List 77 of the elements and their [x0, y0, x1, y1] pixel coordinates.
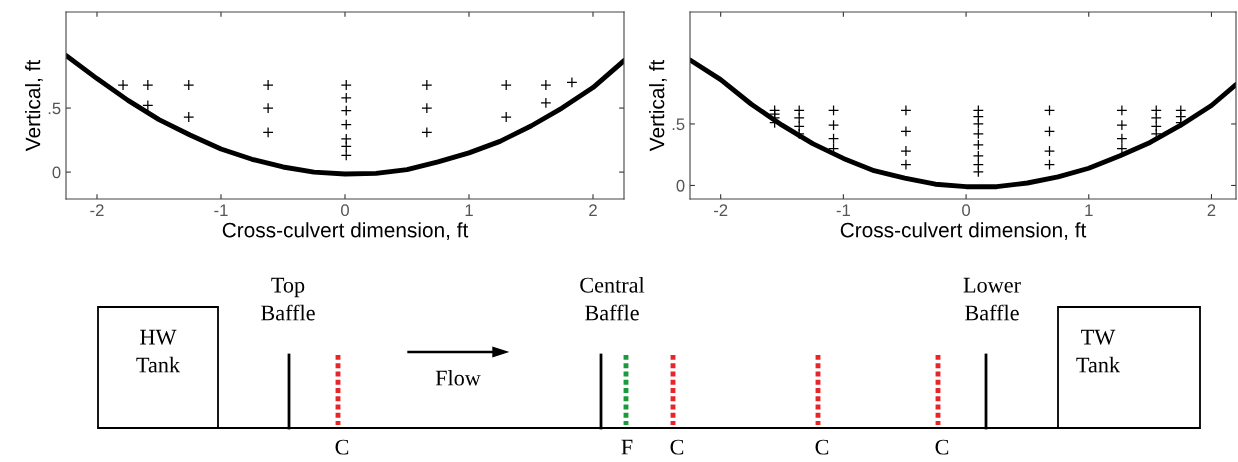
x-tick-label: 0 — [341, 204, 349, 217]
text: HW Tank — [136, 329, 181, 373]
point — [340, 119, 352, 131]
point — [340, 105, 352, 117]
y-tick-label: .5 — [672, 118, 685, 131]
point — [262, 79, 274, 91]
point — [900, 159, 912, 171]
text: F — [621, 439, 633, 455]
point — [340, 79, 352, 91]
point — [183, 111, 195, 123]
point — [900, 145, 912, 157]
point — [972, 128, 984, 140]
point — [1043, 125, 1056, 137]
x-axis-title: Cross-culvert dimension, ft — [222, 222, 469, 240]
x-tick-label: -1 — [836, 204, 850, 216]
point — [1150, 112, 1162, 124]
point — [1150, 104, 1162, 116]
point — [500, 111, 512, 123]
text: Central Baffle — [580, 276, 645, 321]
point — [900, 125, 912, 137]
y-tick-label: .5 — [48, 102, 61, 115]
point — [340, 140, 352, 153]
point — [183, 79, 195, 91]
point — [1116, 119, 1128, 131]
point — [828, 119, 840, 131]
point — [1116, 133, 1128, 145]
x-axis-title: Cross-culvert dimension, ft — [840, 222, 1087, 240]
line-series — [66, 53, 624, 177]
point — [900, 104, 912, 116]
point — [828, 133, 840, 145]
point — [1043, 159, 1056, 171]
text: Flow — [435, 369, 481, 386]
text: C — [815, 439, 829, 455]
x-tick-label: -1 — [214, 204, 228, 216]
x-tick-label: -2 — [90, 204, 104, 216]
point — [262, 126, 274, 138]
point — [793, 112, 805, 124]
point — [1116, 104, 1128, 116]
text: Lower Baffle — [963, 277, 1021, 321]
point — [421, 79, 433, 91]
point — [972, 150, 984, 162]
point — [540, 79, 552, 91]
x-tick-label: 1 — [465, 204, 473, 216]
point — [340, 133, 352, 145]
point — [828, 104, 840, 116]
point — [262, 102, 274, 114]
point — [793, 104, 805, 116]
point — [566, 76, 578, 88]
point — [540, 97, 552, 109]
x-tick-label: 2 — [1207, 204, 1216, 216]
point — [972, 118, 984, 130]
text: C — [670, 439, 684, 455]
point — [142, 99, 154, 112]
point — [793, 120, 805, 132]
line-series — [690, 57, 1236, 190]
point — [972, 139, 984, 151]
point — [1043, 145, 1056, 157]
x-tick-label: 2 — [589, 204, 597, 216]
text: TW Tank — [1076, 329, 1121, 373]
point — [1043, 104, 1056, 116]
y-axis-title: Vertical, ft — [25, 59, 43, 152]
point — [1150, 120, 1162, 132]
y-axis-title: Vertical, ft — [649, 59, 667, 152]
text: Top Baffle — [261, 277, 315, 321]
point — [142, 79, 154, 91]
point — [421, 102, 433, 114]
point — [421, 126, 433, 138]
x-tick-label: -2 — [714, 204, 728, 216]
point — [340, 149, 352, 161]
text: C — [935, 439, 949, 455]
x-tick-label: 1 — [1085, 204, 1093, 216]
x-tick-label: 0 — [962, 204, 971, 217]
point — [500, 79, 512, 91]
point — [972, 166, 984, 178]
point — [340, 92, 352, 104]
point — [117, 79, 129, 91]
text: C — [335, 439, 349, 455]
